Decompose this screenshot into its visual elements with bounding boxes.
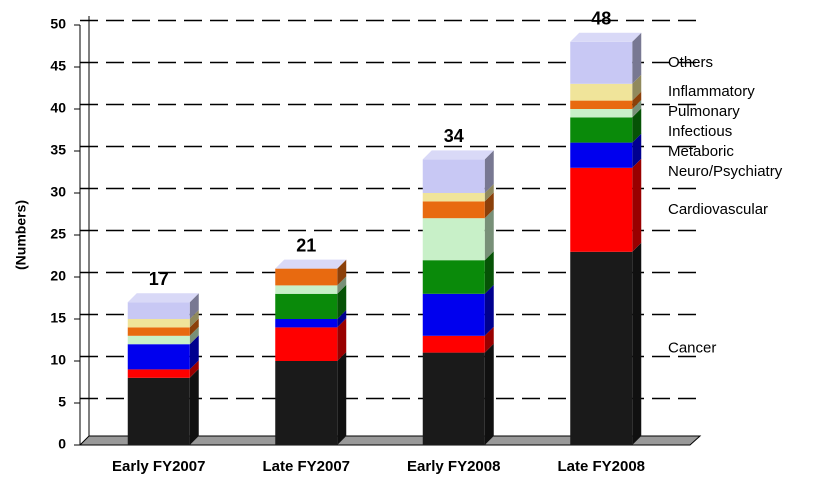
bar-side — [632, 158, 642, 252]
y-tick-label: 50 — [50, 16, 66, 32]
bar-side — [484, 150, 494, 193]
bar-side — [632, 133, 642, 168]
bar-top — [127, 293, 199, 303]
bar-side — [484, 209, 494, 261]
x-tick-label: Late FY2008 — [557, 458, 645, 475]
bar-segment — [275, 268, 338, 286]
bar-segment — [422, 293, 485, 336]
bar-segment — [422, 335, 485, 353]
total-label: 34 — [444, 126, 464, 146]
bar-side — [484, 284, 494, 336]
bar-side — [189, 318, 199, 336]
legend-label: Metaboric — [668, 143, 734, 160]
bar-segment — [570, 109, 633, 118]
legend-label: Others — [668, 54, 713, 71]
bar-top — [422, 150, 494, 160]
bar-segment — [275, 293, 338, 319]
bar-segment — [127, 327, 190, 336]
bar-side — [484, 184, 494, 202]
bar-side — [337, 352, 347, 445]
bar-segment — [422, 159, 485, 193]
bar-segment — [570, 167, 633, 252]
bar-side — [484, 343, 494, 445]
bar-side — [484, 326, 494, 353]
y-tick-label: 30 — [50, 184, 66, 200]
x-tick-label: Early FY2007 — [112, 458, 205, 475]
bar-segment — [570, 251, 633, 445]
bar-top — [570, 32, 642, 42]
bar-side — [337, 310, 347, 328]
total-label: 21 — [296, 235, 316, 255]
bar-side — [632, 108, 642, 143]
y-tick-label: 5 — [58, 394, 66, 410]
bar-side — [632, 91, 642, 109]
legend-label: Neuro/Psychiatry — [668, 163, 783, 180]
bar-segment — [422, 352, 485, 445]
bar-side — [632, 242, 642, 445]
bar-segment — [422, 218, 485, 261]
x-tick-label: Early FY2008 — [407, 458, 500, 475]
total-label: 17 — [149, 269, 169, 289]
bar-side — [484, 192, 494, 219]
bar-segment — [570, 41, 633, 84]
y-tick-label: 40 — [50, 100, 66, 116]
legend-label: Cardiovascular — [668, 201, 768, 218]
bar-segment — [570, 142, 633, 168]
bar-segment — [570, 83, 633, 101]
bar-segment — [422, 260, 485, 294]
legend-label: Pulmonary — [668, 103, 740, 120]
bar-side — [189, 310, 199, 328]
bar-segment — [275, 319, 338, 328]
legend-label: Cancer — [668, 339, 716, 356]
y-axis-label: (Numbers) — [13, 200, 29, 270]
bar-segment — [570, 100, 633, 109]
floor — [78, 435, 702, 446]
bar-side — [632, 32, 642, 84]
bar-side — [632, 100, 642, 118]
bar-segment — [275, 285, 338, 294]
bar-side — [189, 368, 199, 445]
bar-side — [337, 284, 347, 319]
y-tick-label: 10 — [50, 352, 66, 368]
bar-segment — [127, 302, 190, 319]
bar-side — [189, 335, 199, 370]
legend-label: Inflammatory — [668, 83, 755, 100]
bar-segment — [422, 193, 485, 202]
total-label: 48 — [591, 9, 611, 29]
y-tick-label: 35 — [50, 142, 66, 158]
bar-segment — [275, 327, 338, 361]
bar-side — [337, 259, 347, 286]
y-tick-label: 45 — [50, 58, 66, 74]
legend-label: Infectious — [668, 123, 732, 140]
bar-segment — [127, 319, 190, 328]
x-tick-label: Late FY2007 — [262, 458, 350, 475]
bar-segment — [570, 117, 633, 143]
bar-side — [632, 74, 642, 101]
bar-side — [189, 360, 199, 378]
bar-segment — [127, 377, 190, 445]
bar-segment — [127, 335, 190, 345]
bar-segment — [275, 361, 338, 445]
bar-segment — [127, 369, 190, 378]
bar-segment — [127, 344, 190, 370]
y-tick-label: 0 — [58, 436, 66, 452]
bar-side — [484, 251, 494, 294]
bar-top — [275, 259, 347, 269]
bar-side — [189, 326, 199, 345]
y-tick-label: 20 — [50, 268, 66, 284]
bar-side — [189, 293, 199, 319]
bar-side — [337, 318, 347, 361]
y-tick-label: 15 — [50, 310, 66, 326]
bar-side — [337, 276, 347, 294]
bar-segment — [422, 201, 485, 219]
y-tick-label: 25 — [50, 226, 66, 242]
